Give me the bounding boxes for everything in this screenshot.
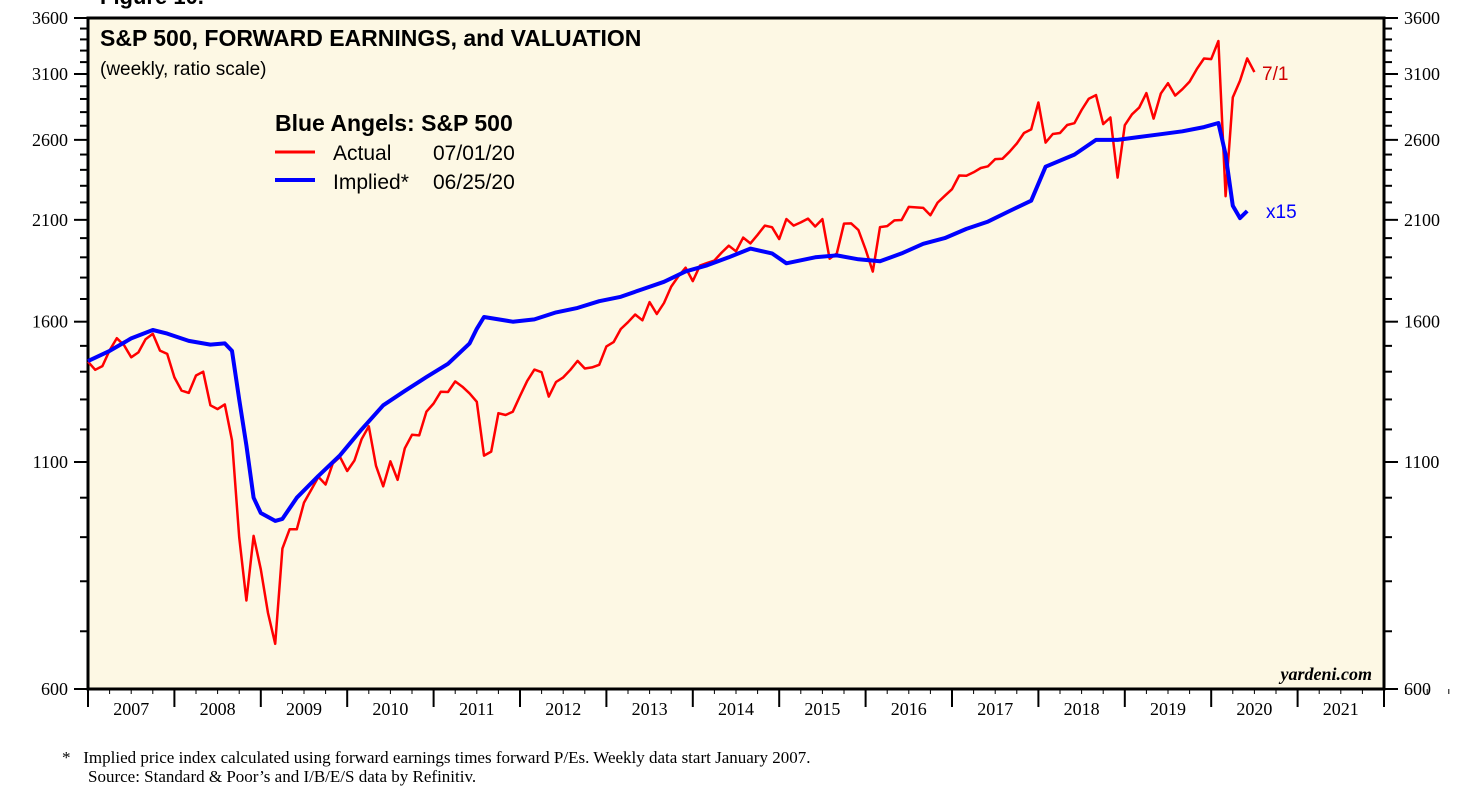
legend-date-implied: 06/25/20 — [433, 171, 515, 194]
legend-label-actual: Actual — [333, 142, 391, 165]
x-tick-label: 2011 — [459, 699, 494, 719]
x-tick-label: 2012 — [545, 699, 581, 719]
x-tick-label: 2014 — [718, 699, 754, 719]
implied-end-label: x15 — [1266, 202, 1297, 223]
axes: 600 600 1100 1100 1600 1600 2100 2100 2600 2600 31… — [32, 8, 1450, 719]
legend-title: Blue Angels: S&P 500 — [275, 110, 513, 136]
implied-series-line — [87, 121, 1249, 523]
y-tick-label-left: 1100 — [33, 452, 68, 472]
x-tick-label: 2008 — [200, 699, 236, 719]
x-tick-label: 2015 — [804, 699, 840, 719]
chart-subtitle: (weekly, ratio scale) — [100, 59, 266, 80]
y-tick-label-right: 3600 — [1404, 8, 1440, 28]
y-tick-label-left: 2600 — [32, 130, 68, 150]
watermark: yardeni.com — [1279, 664, 1373, 684]
y-tick-label-right: 600 — [1404, 679, 1431, 699]
x-tick-label: 2020 — [1236, 699, 1272, 719]
footnote-marker: * — [62, 748, 71, 767]
footnote-1: * Implied price index calculated using f… — [62, 748, 810, 768]
x-tick-label: 2010 — [372, 699, 408, 719]
legend-date-actual: 07/01/20 — [433, 142, 515, 165]
x-tick-label: 2019 — [1150, 699, 1186, 719]
x-tick-label: 2021 — [1323, 699, 1359, 719]
y-tick-label-right: 1600 — [1404, 312, 1440, 332]
y-tick-label-left: 600 — [41, 679, 68, 699]
series-lines — [87, 39, 1256, 646]
y-tick-label-right: 2100 — [1404, 210, 1440, 230]
legend-label-implied: Implied* — [333, 171, 409, 194]
y-tick-label-left: 3100 — [32, 64, 68, 84]
chart-title: S&P 500, FORWARD EARNINGS, and VALUATION — [100, 25, 641, 51]
y-tick-label-left: 1600 — [32, 312, 68, 332]
footnote-text-1: Implied price index calculated using for… — [83, 748, 811, 767]
footnote-2: Source: Standard & Poor’s and I/B/E/S da… — [88, 767, 477, 786]
y-tick-label-right: 1100 — [1404, 452, 1439, 472]
x-tick-label: 2007 — [113, 699, 149, 719]
y-tick-label-left: 2100 — [32, 210, 68, 230]
y-tick-label-right: 2600 — [1404, 130, 1440, 150]
x-tick-label: 2017 — [977, 699, 1013, 719]
x-tick-label: 2013 — [632, 699, 668, 719]
x-tick-label: 2016 — [891, 699, 927, 719]
figure-label: Figure 10. — [100, 0, 204, 9]
x-tick-label: 2018 — [1064, 699, 1100, 719]
x-tick-label: 2009 — [286, 699, 322, 719]
y-tick-label-right: 3100 — [1404, 64, 1440, 84]
y-tick-label-left: 3600 — [32, 8, 68, 28]
actual-series-line — [87, 39, 1256, 646]
plot-area — [86, 16, 1386, 691]
actual-end-label: 7/1 — [1262, 64, 1288, 85]
legend: Blue Angels: S&P 500 Actual 07/01/20 Imp… — [275, 110, 515, 194]
